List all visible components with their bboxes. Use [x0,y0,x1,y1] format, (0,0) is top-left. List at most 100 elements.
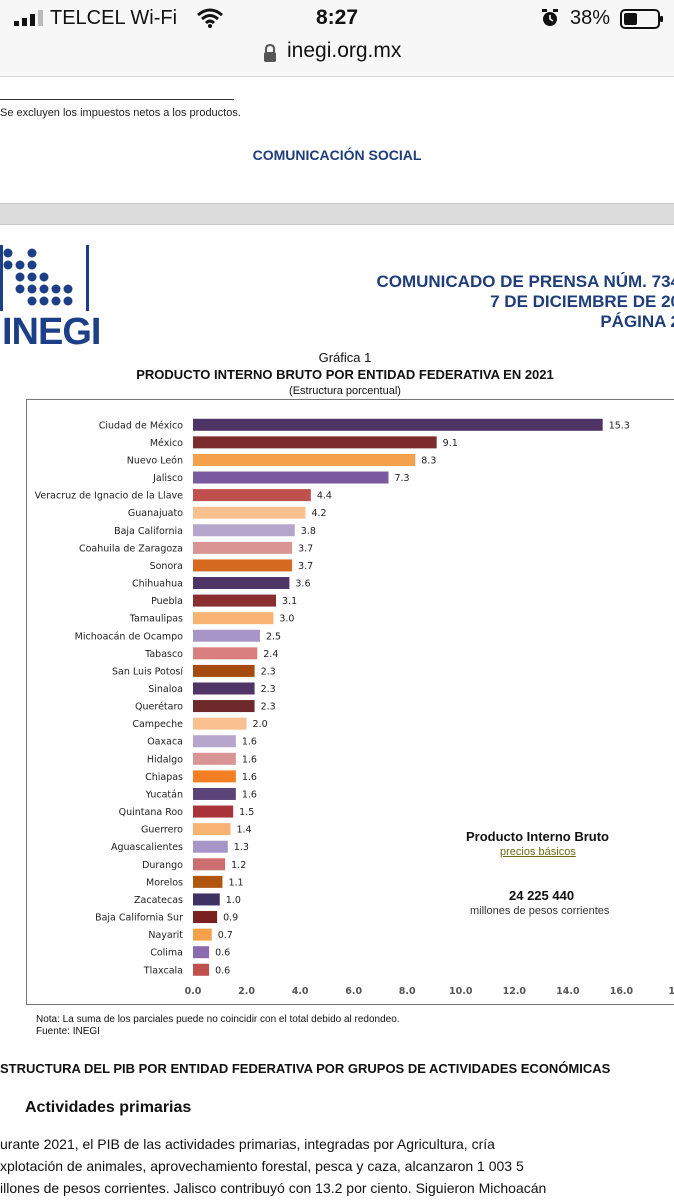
value-label: 3.6 [295,579,310,590]
bar [193,471,389,484]
x-tick-label: 4.0 [292,986,309,997]
category-label: Zacatecas [134,895,183,906]
value-label: 0.7 [218,930,233,941]
category-label: Nuevo León [127,455,183,466]
bar-chart: Ciudad de México 15.3 México 9.1 Nuevo León 8… [35,418,674,997]
url-text[interactable]: inegi.org.mx [287,39,402,62]
document-page-previous: Se excluyen los impuestos netos a los pr… [0,77,674,203]
footnote-text: Se excluyen los impuestos netos a los pr… [0,107,241,119]
category-label: Yucatán [145,789,183,800]
bar [193,612,274,625]
bar [193,717,247,730]
value-label: 8.3 [421,455,436,466]
legend-subtitle: precios básicos [500,846,576,858]
press-release-header: COMUNICADO DE PRENSA NÚM. 734 7 DE DICIE… [376,272,674,332]
value-label: 1.4 [236,825,251,836]
category-label: Puebla [151,596,183,607]
bar [193,629,260,642]
release-page: PÁGINA 2 [600,312,674,331]
page-gap [0,203,674,225]
x-tick-label: 10.0 [449,986,473,997]
inegi-logo-icon [0,245,89,311]
category-label: Colima [150,948,183,959]
note-line: Nota: La suma de los parciales puede no … [36,1014,400,1025]
category-label: Sonora [150,561,183,572]
category-label: Veracruz de Ignacio de la Llave [35,491,184,502]
value-label: 0.6 [215,948,230,959]
bar [193,418,603,431]
body-text-line: xplotación de animales, aprovechamiento … [0,1158,524,1174]
value-label: 0.9 [223,913,238,924]
category-label: Quintana Roo [119,807,184,818]
value-label: 1.5 [239,807,254,818]
bar [193,893,220,906]
bar [193,840,228,853]
value-label: 3.7 [298,561,313,572]
bar [193,506,306,519]
value-label: 1.1 [228,877,243,888]
value-label: 2.5 [266,631,281,642]
bar [193,946,210,959]
legend-title: Producto Interno Bruto [466,829,609,844]
bar [193,541,293,554]
chart-notes: Nota: La suma de los parciales puede no … [36,1014,400,1038]
body-text-line: urante 2021, el PIB de las actividades p… [0,1136,495,1152]
value-label: 1.6 [242,789,257,800]
bar [193,647,258,660]
bar [193,489,311,502]
section-heading: STRUCTURA DEL PIB POR ENTIDAD FEDERATIVA… [0,1061,611,1076]
bar [193,823,231,836]
value-label: 0.6 [215,965,230,976]
x-tick-label: 6.0 [345,986,362,997]
x-tick-label: 2.0 [238,986,255,997]
status-bar: TELCEL Wi-Fi 8:27 38% [0,0,674,36]
bar [193,787,236,800]
value-label: 2.3 [261,702,276,713]
value-label: 2.4 [263,649,278,660]
category-label: Tabasco [144,649,183,660]
category-label: Sinaloa [148,684,183,695]
bar [193,682,255,695]
lock-icon [264,43,276,62]
x-tick-label: 18 [668,986,674,997]
category-label: Baja California [114,526,183,537]
value-label: 4.2 [311,508,326,519]
bar [193,770,236,783]
category-label: Campeche [132,719,183,730]
category-label: México [150,438,183,449]
address-bar[interactable]: inegi.org.mx [0,36,674,77]
value-label: 2.0 [253,719,268,730]
x-tick-label: 16.0 [610,986,634,997]
bar [193,928,212,941]
x-tick-label: 12.0 [503,986,527,997]
category-label: Querétaro [135,702,183,713]
value-label: 3.1 [282,596,297,607]
legend-units: millones de pesos corrientes [470,905,610,917]
value-label: 2.3 [261,666,276,677]
bar [193,436,437,449]
category-label: Aguascalientes [111,842,183,853]
value-label: 3.8 [301,526,316,537]
category-label: Nayarit [148,930,183,941]
category-label: Chiapas [145,772,183,783]
bar [193,963,210,976]
carrier-label: TELCEL Wi-Fi [50,7,178,29]
chart-caption: Gráfica 1 [318,350,372,365]
value-label: 1.6 [242,737,257,748]
legend-total: 24 225 440 [509,888,575,903]
battery-percentage: 38% [570,7,611,29]
category-label: Ciudad de México [99,420,183,431]
value-label: 2.3 [261,684,276,695]
release-number: COMUNICADO DE PRENSA NÚM. 734 [376,272,674,291]
chart-subtitle: (Estructura porcentual) [289,385,401,397]
bar [193,700,255,713]
category-label: Chihuahua [132,579,183,590]
category-label: Guerrero [141,825,183,836]
category-label: San Luis Potosí [112,666,183,677]
value-label: 1.2 [231,860,246,871]
value-label: 3.0 [279,614,294,625]
bar [193,858,226,871]
bar [193,875,223,888]
x-tick-label: 8.0 [399,986,416,997]
category-label: Baja California Sur [95,913,183,924]
